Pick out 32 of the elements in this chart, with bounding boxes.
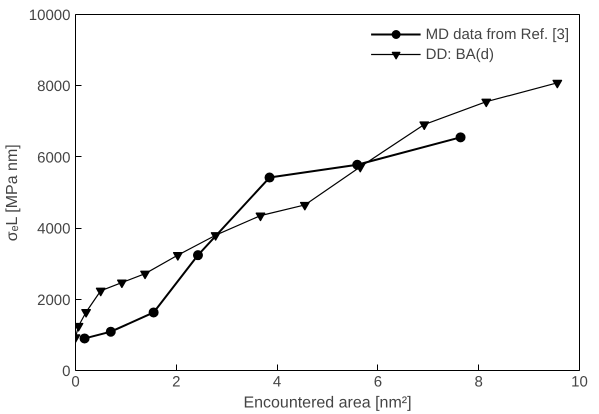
x-tick-label: 8 bbox=[474, 374, 483, 390]
y-tick-label: 4000 bbox=[37, 220, 71, 238]
y-tick-label: 2000 bbox=[37, 292, 71, 309]
legend-label: DD: BA(d) bbox=[426, 46, 494, 62]
point bbox=[172, 252, 183, 261]
point bbox=[148, 307, 159, 318]
y-tick-label: 10000 bbox=[28, 7, 71, 24]
point bbox=[456, 132, 466, 142]
point bbox=[552, 80, 562, 89]
x-tick-label: 4 bbox=[272, 374, 282, 390]
x-axis-title: Encountered area [nm²] bbox=[243, 394, 412, 412]
x-tick-label: 10 bbox=[571, 374, 588, 390]
y-tick-label: 8000 bbox=[37, 78, 71, 96]
point bbox=[255, 212, 266, 222]
legend-label: MD data from Ref. [3] bbox=[426, 26, 569, 42]
y-tick-label: 6000 bbox=[37, 149, 71, 166]
point bbox=[300, 202, 310, 211]
x-tick-label: 2 bbox=[172, 374, 180, 390]
point bbox=[210, 232, 221, 241]
point bbox=[192, 250, 203, 260]
x-tick-label: 6 bbox=[374, 374, 382, 390]
y-tick-label: 0 bbox=[62, 363, 70, 380]
point bbox=[481, 98, 492, 108]
point bbox=[140, 270, 150, 280]
point bbox=[81, 309, 92, 318]
point bbox=[106, 326, 116, 337]
point bbox=[96, 288, 106, 296]
point bbox=[80, 333, 90, 344]
point bbox=[419, 121, 430, 130]
point bbox=[116, 279, 127, 288]
y-axis-title: σₑL [MPa nm] bbox=[4, 144, 21, 242]
point bbox=[264, 172, 275, 183]
